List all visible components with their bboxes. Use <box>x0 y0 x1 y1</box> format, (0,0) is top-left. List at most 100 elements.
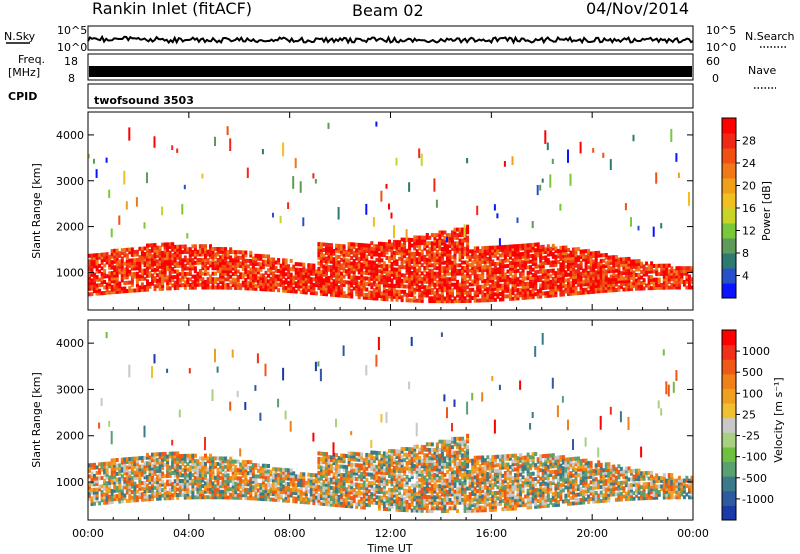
echo-cell <box>246 272 250 277</box>
echo-cell <box>382 501 386 506</box>
echo-cell <box>163 488 167 492</box>
echo-cell <box>146 466 149 471</box>
echo-cell <box>375 288 379 293</box>
echo-cell <box>640 261 644 266</box>
echo-cell <box>317 277 321 282</box>
echo-cell <box>297 474 301 479</box>
echo-cell <box>345 272 349 277</box>
echo-cell <box>118 491 122 496</box>
echo-cell <box>120 264 124 269</box>
echo-cell <box>173 473 177 478</box>
echo-cell <box>330 477 333 482</box>
echo-cell <box>677 269 681 273</box>
echo-cell <box>168 280 172 285</box>
echo-cell <box>466 265 470 270</box>
echo-cell <box>509 277 512 282</box>
echo-cell <box>451 271 454 276</box>
echo-cell <box>546 260 550 265</box>
echo-cell <box>347 275 351 280</box>
echo-cell <box>216 249 220 254</box>
echo-cell <box>226 481 230 486</box>
echo-cell <box>380 266 384 271</box>
echo-cell <box>466 238 470 243</box>
echo-cell <box>302 483 306 488</box>
echo-cell <box>146 271 149 276</box>
echo-cell <box>355 502 359 507</box>
echo-cell <box>277 486 281 491</box>
echo-cell <box>191 481 195 486</box>
echo-cell <box>158 477 162 482</box>
echo-cell <box>453 282 457 287</box>
echo-cell <box>375 274 379 279</box>
echo-cell <box>514 282 517 287</box>
echo-cell <box>98 269 102 274</box>
echo-cell <box>337 497 341 502</box>
echo-cell <box>529 270 533 275</box>
echo-cell <box>135 252 139 257</box>
echo-cell <box>395 259 399 264</box>
echo-cell <box>327 494 331 498</box>
echo-cell <box>347 269 351 274</box>
echo-cell <box>357 452 361 457</box>
echo-cell <box>264 262 268 267</box>
echo-cell <box>498 261 502 266</box>
echo-cell <box>418 260 422 265</box>
echo-cell <box>249 485 253 490</box>
echo-cell <box>186 280 190 285</box>
echo-cell <box>347 504 351 509</box>
echo-cell <box>143 497 147 502</box>
echo-cell <box>382 490 386 495</box>
echo-cell <box>229 459 233 464</box>
echo-cell <box>274 260 278 265</box>
echo-cell <box>350 247 354 252</box>
echo-cell <box>110 461 114 466</box>
echo-cell <box>660 266 664 271</box>
echo-cell <box>461 246 465 251</box>
echo-cell <box>317 476 321 481</box>
echo-cell <box>367 271 371 276</box>
echo-cell <box>385 280 389 285</box>
echo-cell <box>602 277 606 282</box>
echo-cell <box>352 474 356 479</box>
echo-cell <box>297 491 301 496</box>
echo-cell <box>572 261 575 266</box>
echo-cell <box>319 496 323 501</box>
echo-cell <box>541 178 544 183</box>
echo-cell <box>554 290 558 295</box>
echo-cell <box>410 251 414 256</box>
echo-cell <box>554 287 558 292</box>
echo-cell <box>269 262 273 267</box>
echo-cell <box>166 471 170 476</box>
echo-cell <box>325 267 328 272</box>
echo-cell <box>473 265 477 270</box>
echo-cell <box>261 480 265 485</box>
freq-label: Freq. <box>18 53 45 66</box>
echo-cell <box>191 244 195 249</box>
echo-cell <box>168 473 172 478</box>
echo-cell <box>438 233 442 238</box>
echo-cell <box>345 261 349 266</box>
echo-cell <box>458 285 462 290</box>
echo-cell <box>350 275 354 280</box>
echo-cell <box>103 461 107 466</box>
echo-cell <box>357 499 361 504</box>
echo-cell <box>173 264 177 269</box>
echo-cell <box>128 272 132 277</box>
colorbar-swatch <box>722 223 736 239</box>
echo-cell <box>105 288 109 292</box>
echo-cell <box>337 481 341 486</box>
echo-cell <box>191 263 195 268</box>
echo-cell <box>516 296 520 301</box>
echo-cell <box>524 293 528 297</box>
echo-cell <box>612 271 616 276</box>
echo-cell <box>428 285 432 290</box>
echo-cell <box>627 265 631 270</box>
echo-cell <box>236 470 240 475</box>
echo-cell <box>478 284 482 289</box>
echo-cell <box>193 266 197 271</box>
echo-cell <box>335 246 338 251</box>
echo-cell <box>226 249 230 254</box>
echo-cell <box>103 255 107 260</box>
echo-cell <box>360 477 364 482</box>
echo-cell <box>443 236 447 240</box>
